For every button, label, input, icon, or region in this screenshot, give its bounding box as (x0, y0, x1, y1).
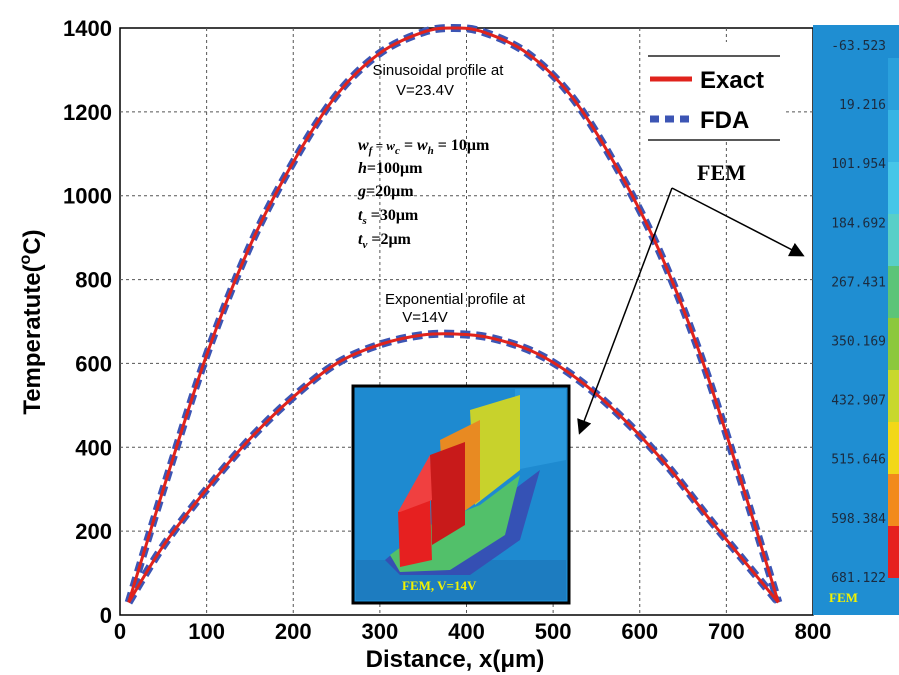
fem-colorbar: -63.523 19.216 101.954 184.692 267.431 350.16… (813, 25, 899, 615)
curves (124, 23, 783, 605)
x-tick-label: 500 (535, 619, 572, 644)
y-tick-label: 800 (75, 268, 112, 293)
x-tick-label: 200 (275, 619, 312, 644)
colorbar-band (888, 214, 899, 266)
exponential-label-line1: Exponential profile at (385, 291, 526, 308)
param-ts: ts =30μm (358, 207, 419, 227)
fem-inset-red-fin-front (398, 500, 432, 567)
y-tick-label: 400 (75, 435, 112, 460)
exponential-label-line2: V=14V (402, 309, 447, 326)
colorbar-band (888, 422, 899, 474)
series-line-exact-exponential (127, 332, 780, 604)
x-tick-label: 600 (621, 619, 658, 644)
legend-box (645, 42, 785, 142)
x-tick-label: 700 (708, 619, 745, 644)
colorbar-label: 681.122 (831, 571, 886, 586)
y-tick-label: 600 (75, 351, 112, 376)
fem-inset-wall (515, 389, 566, 470)
colorbar-footer: FEM (829, 590, 858, 605)
param-h: h=100μm (358, 160, 423, 177)
x-tick-label: 800 (795, 619, 832, 644)
x-axis-label: Distance, x(μm) (366, 646, 545, 673)
colorbar-label: 267.431 (831, 275, 886, 290)
colorbar-label: 350.169 (831, 335, 886, 350)
parameter-list: wf = wc = wh = 10μm h=100μm g=20μm ts =3… (357, 137, 490, 251)
y-tick-label: 1400 (63, 16, 112, 41)
colorbar-label: 19.216 (839, 98, 886, 113)
colorbar-bands (888, 58, 899, 578)
colorbar-band (888, 110, 899, 162)
colorbar-band (888, 370, 899, 422)
colorbar-band (888, 266, 899, 318)
fem-inset: FEM, V=14V (351, 384, 571, 605)
x-tick-label: 400 (448, 619, 485, 644)
y-tick-label: 200 (75, 519, 112, 544)
y-tick-label: 0 (100, 603, 112, 628)
fem-label: FEM (697, 160, 746, 185)
y-tick-label: 1200 (63, 100, 112, 125)
colorbar-label: 101.954 (831, 157, 886, 172)
fem-inset-red-fin-top (398, 455, 432, 512)
fem-inset-red-fin-side (430, 442, 465, 545)
fem-arrow-inset (577, 187, 673, 435)
sinusoidal-label-line2: V=23.4V (396, 82, 454, 99)
colorbar-label: 432.907 (831, 394, 886, 409)
param-g: g=20μm (357, 183, 414, 200)
colorbar-label: -63.523 (831, 39, 886, 54)
series-line-exact-sinusoidal (127, 26, 780, 603)
x-tick-label: 300 (362, 619, 399, 644)
legend: Exact FDA (645, 42, 785, 142)
colorbar-labels: -63.523 19.216 101.954 184.692 267.431 350.16… (831, 39, 886, 586)
colorbar-band (888, 162, 899, 214)
colorbar-band (888, 526, 899, 578)
x-tick-label: 100 (188, 619, 225, 644)
param-tv: tv =2μm (358, 231, 412, 251)
param-widths: wf = wc = wh = 10μm (358, 137, 490, 157)
colorbar-label: 515.646 (831, 453, 886, 468)
x-tick-label: 0 (114, 619, 126, 644)
colorbar-label: 184.692 (831, 216, 886, 231)
fem-inset-yellow-fin (470, 395, 520, 505)
colorbar-background (813, 25, 899, 615)
fem-arrow-colorbar (671, 187, 805, 257)
colorbar-label: 598.384 (831, 512, 886, 527)
legend-label-fda: FDA (700, 107, 749, 134)
sinusoidal-label-line1: Sinusoidal profile at (373, 62, 505, 79)
y-tick-label: 1000 (63, 184, 112, 209)
colorbar-band (888, 318, 899, 370)
legend-label-exact: Exact (700, 67, 764, 94)
y-axis-label: Temperatute(oC) (17, 229, 46, 414)
colorbar-band (888, 58, 899, 110)
fem-inset-caption: FEM, V=14V (402, 578, 477, 593)
tick-labels: 0 100 200 300 400 500 600 700 800 0 200 400 600 800 10… (63, 16, 831, 644)
colorbar-band (888, 474, 899, 526)
